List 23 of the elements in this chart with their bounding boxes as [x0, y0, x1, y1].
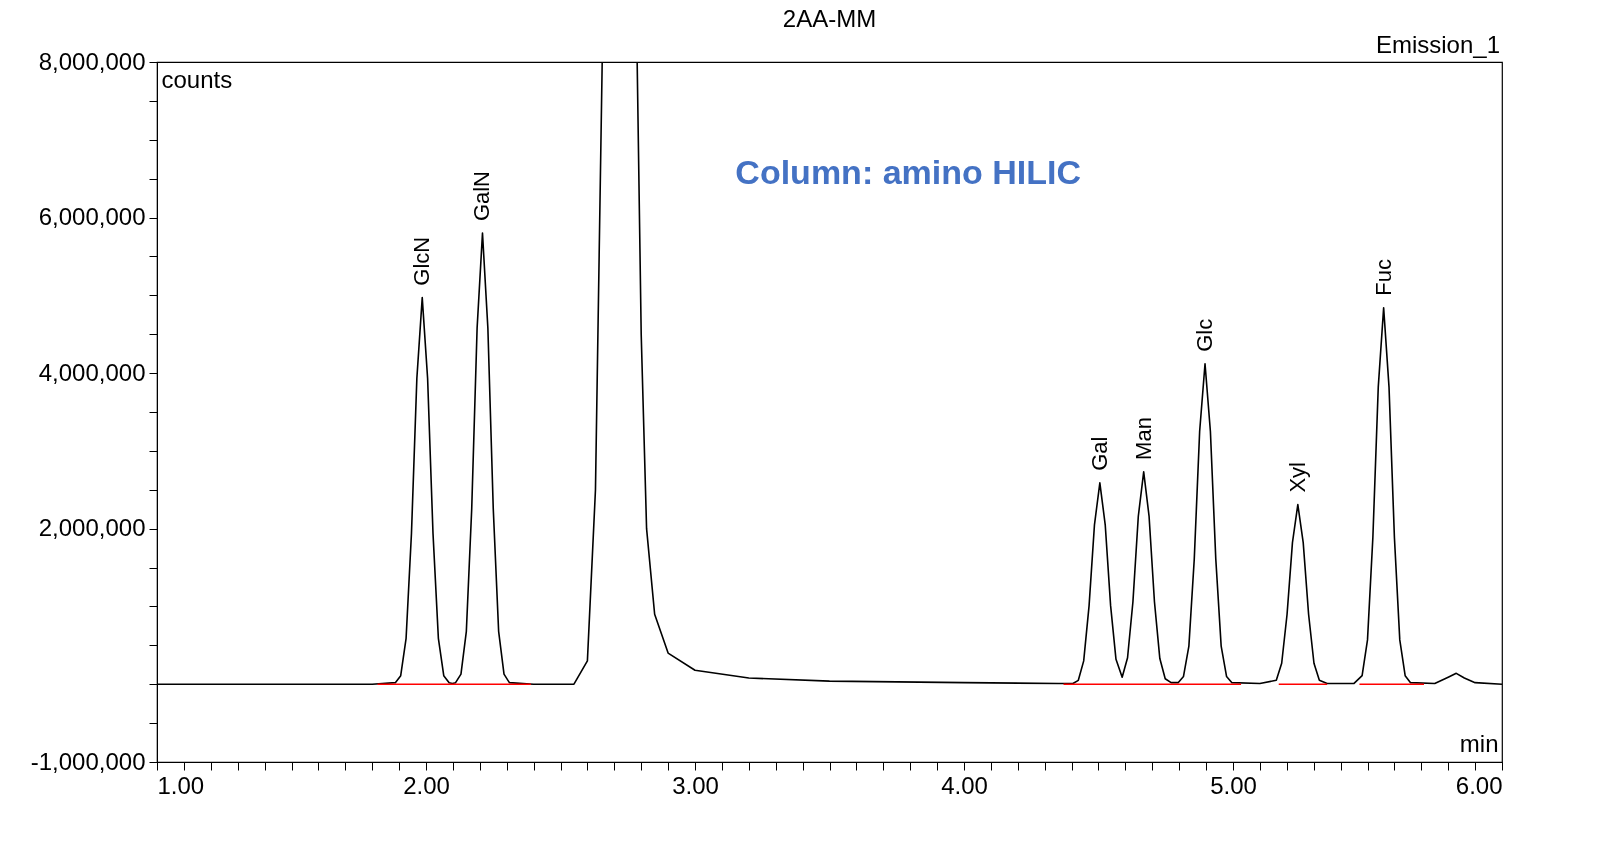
x-tick-label: 6.00	[1455, 771, 1503, 799]
x-tick-label: 3.00	[672, 771, 719, 799]
annotation: GalN	[469, 170, 495, 222]
x-tick-label: 4.00	[941, 771, 988, 799]
x-axis-title: min	[1459, 729, 1499, 757]
chart-title: 2AA-MM	[782, 5, 877, 32]
x-tick-label: 5.00	[1210, 771, 1257, 799]
annotation: Fuc	[1370, 259, 1396, 296]
y-tick-label: 2,000,000	[38, 514, 146, 542]
annotation: Column: amino HILIC	[735, 153, 1082, 191]
y-tick-label: 8,000,000	[38, 47, 146, 75]
y-tick-label: 4,000,000	[38, 358, 146, 386]
annotation: Man	[1130, 417, 1156, 460]
text: Emission_1	[1375, 31, 1500, 58]
annotation: Gal	[1086, 436, 1112, 471]
x-tick-label: 1.00	[157, 771, 205, 799]
y-tick-label: -1,000,000	[30, 747, 146, 775]
y-axis-title: counts	[161, 65, 233, 93]
annotation: Xyl	[1284, 461, 1310, 493]
annotation: GlcN	[409, 236, 435, 286]
y-tick-label: 6,000,000	[38, 203, 146, 231]
annotation: Glc	[1192, 318, 1218, 352]
x-tick-label: 2.00	[403, 771, 450, 799]
